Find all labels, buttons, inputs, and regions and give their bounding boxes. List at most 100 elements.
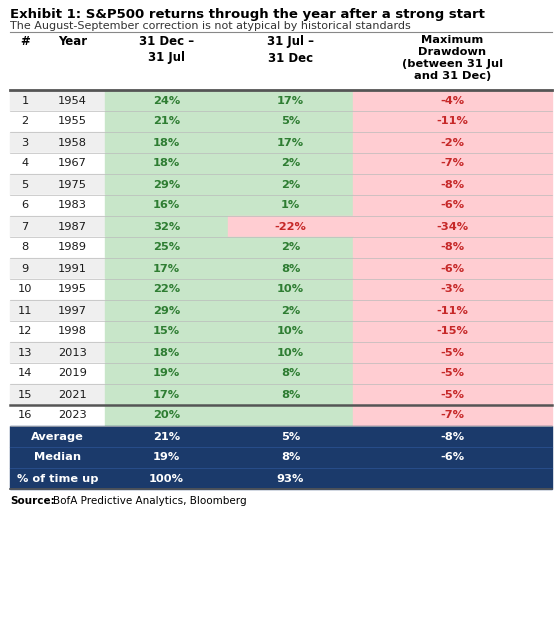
Text: 21%: 21% bbox=[153, 116, 180, 127]
Text: -6%: -6% bbox=[440, 200, 465, 211]
Text: 8%: 8% bbox=[281, 452, 300, 463]
Bar bbox=[10, 447, 552, 468]
Bar bbox=[10, 90, 105, 111]
Text: #: # bbox=[20, 35, 30, 48]
Bar bbox=[105, 258, 228, 279]
Text: -11%: -11% bbox=[437, 305, 468, 316]
Bar bbox=[10, 258, 105, 279]
Text: 13: 13 bbox=[18, 348, 32, 358]
Text: 1983: 1983 bbox=[58, 200, 87, 211]
Text: -6%: -6% bbox=[440, 452, 465, 463]
Text: 18%: 18% bbox=[153, 138, 180, 147]
Text: 93%: 93% bbox=[277, 474, 304, 483]
Text: 1958: 1958 bbox=[58, 138, 87, 147]
Bar bbox=[228, 300, 353, 321]
Text: 8%: 8% bbox=[281, 390, 300, 399]
Text: 10%: 10% bbox=[277, 348, 304, 358]
Bar bbox=[10, 279, 105, 300]
Bar bbox=[105, 300, 228, 321]
Bar bbox=[105, 321, 228, 342]
Text: 16%: 16% bbox=[153, 200, 180, 211]
Bar bbox=[10, 195, 105, 216]
Bar bbox=[353, 384, 552, 405]
Bar bbox=[10, 111, 105, 132]
Text: 8%: 8% bbox=[281, 369, 300, 378]
Bar bbox=[10, 216, 105, 237]
Bar bbox=[105, 237, 228, 258]
Bar bbox=[228, 363, 353, 384]
Bar bbox=[105, 174, 228, 195]
Bar bbox=[105, 153, 228, 174]
Bar bbox=[228, 405, 353, 426]
Bar bbox=[105, 195, 228, 216]
Text: -8%: -8% bbox=[440, 243, 465, 253]
Text: 12: 12 bbox=[18, 326, 32, 337]
Text: 1954: 1954 bbox=[58, 95, 87, 106]
Text: 19%: 19% bbox=[153, 369, 180, 378]
Bar bbox=[105, 111, 228, 132]
Text: 31 Dec –
31 Jul: 31 Dec – 31 Jul bbox=[139, 35, 194, 65]
Text: 15: 15 bbox=[18, 390, 32, 399]
Bar bbox=[228, 216, 353, 237]
Text: 1989: 1989 bbox=[58, 243, 87, 253]
Bar bbox=[10, 405, 105, 426]
Text: 10%: 10% bbox=[277, 285, 304, 294]
Text: -2%: -2% bbox=[441, 138, 464, 147]
Text: -6%: -6% bbox=[440, 264, 465, 273]
Bar bbox=[10, 32, 552, 90]
Text: -5%: -5% bbox=[441, 390, 464, 399]
Text: -3%: -3% bbox=[440, 285, 465, 294]
Text: -11%: -11% bbox=[437, 116, 468, 127]
Text: 24%: 24% bbox=[153, 95, 180, 106]
Bar bbox=[353, 237, 552, 258]
Text: % of time up: % of time up bbox=[17, 474, 98, 483]
Bar bbox=[228, 132, 353, 153]
Text: 25%: 25% bbox=[153, 243, 180, 253]
Text: Year: Year bbox=[58, 35, 87, 48]
Bar bbox=[353, 258, 552, 279]
Text: 2%: 2% bbox=[281, 243, 300, 253]
Text: 17%: 17% bbox=[153, 264, 180, 273]
Text: 17%: 17% bbox=[277, 95, 304, 106]
Text: 2023: 2023 bbox=[58, 410, 87, 420]
Bar bbox=[10, 153, 105, 174]
Bar bbox=[353, 153, 552, 174]
Text: -5%: -5% bbox=[441, 348, 464, 358]
Text: 18%: 18% bbox=[153, 348, 180, 358]
Bar bbox=[353, 90, 552, 111]
Text: -8%: -8% bbox=[440, 179, 465, 189]
Bar bbox=[105, 405, 228, 426]
Text: 4: 4 bbox=[21, 159, 29, 168]
Text: 3: 3 bbox=[21, 138, 29, 147]
Text: 2013: 2013 bbox=[58, 348, 87, 358]
Text: 2021: 2021 bbox=[58, 390, 87, 399]
Bar bbox=[10, 237, 105, 258]
Bar bbox=[228, 153, 353, 174]
Text: 20%: 20% bbox=[153, 410, 180, 420]
Text: 2%: 2% bbox=[281, 305, 300, 316]
Bar bbox=[105, 342, 228, 363]
Bar bbox=[353, 279, 552, 300]
Text: 16: 16 bbox=[18, 410, 32, 420]
Bar bbox=[353, 111, 552, 132]
Text: 22%: 22% bbox=[153, 285, 180, 294]
Bar bbox=[10, 384, 105, 405]
Text: 1997: 1997 bbox=[58, 305, 87, 316]
Text: 29%: 29% bbox=[153, 179, 180, 189]
Text: 14: 14 bbox=[18, 369, 32, 378]
Text: 29%: 29% bbox=[153, 305, 180, 316]
Text: Maximum
Drawdown
(between 31 Jul
and 31 Dec): Maximum Drawdown (between 31 Jul and 31 … bbox=[402, 35, 503, 81]
Bar bbox=[353, 321, 552, 342]
Text: Average: Average bbox=[31, 431, 84, 442]
Text: -7%: -7% bbox=[441, 410, 464, 420]
Text: 10%: 10% bbox=[277, 326, 304, 337]
Bar bbox=[228, 342, 353, 363]
Bar bbox=[10, 132, 105, 153]
Text: 18%: 18% bbox=[153, 159, 180, 168]
Bar bbox=[353, 195, 552, 216]
Bar bbox=[10, 174, 105, 195]
Text: 1987: 1987 bbox=[58, 221, 87, 232]
Text: -7%: -7% bbox=[441, 159, 464, 168]
Text: 5%: 5% bbox=[281, 116, 300, 127]
Text: 1995: 1995 bbox=[58, 285, 87, 294]
